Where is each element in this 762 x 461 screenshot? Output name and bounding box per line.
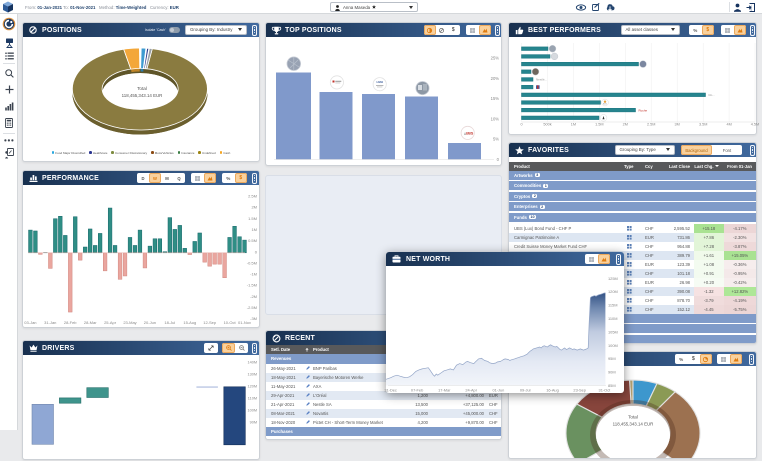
svg-text:90M: 90M [608, 370, 616, 375]
svg-text:100M: 100M [608, 343, 618, 348]
svg-text:105M: 105M [608, 329, 618, 334]
svg-text:2.5M: 2.5M [248, 194, 257, 199]
svg-text:23-May: 23-May [123, 320, 136, 325]
svg-text:2M: 2M [251, 205, 257, 210]
svg-text:2M: 2M [623, 123, 628, 127]
svg-text:23-Sep: 23-Sep [573, 388, 586, 393]
svg-text:18-Jul: 18-Jul [164, 320, 175, 325]
svg-text:-2.5M: -2.5M [247, 305, 257, 310]
svg-text:95M: 95M [608, 356, 616, 361]
svg-text:20-Jun: 20-Jun [144, 320, 156, 325]
svg-text:1M: 1M [251, 227, 257, 232]
svg-text:1.5M: 1.5M [595, 123, 603, 127]
svg-text:31-Oct: 31-Oct [599, 388, 612, 393]
svg-text:500k: 500k [543, 123, 551, 127]
svg-text:Roche: Roche [639, 108, 648, 112]
svg-text:130M: 130M [248, 373, 258, 377]
svg-text:01-Nov: 01-Nov [238, 320, 251, 325]
svg-text:10-Oct: 10-Oct [224, 320, 237, 325]
svg-text:0: 0 [255, 249, 258, 254]
svg-text:09-Jul: 09-Jul [520, 388, 531, 393]
svg-text:17-Mar: 17-Mar [438, 388, 451, 393]
svg-text:15-Aug: 15-Aug [183, 320, 196, 325]
svg-text:16-Aug: 16-Aug [546, 388, 559, 393]
svg-text:2.5M: 2.5M [647, 123, 655, 127]
svg-text:0.5M: 0.5M [248, 238, 257, 243]
svg-text:120M: 120M [608, 289, 618, 294]
svg-text:25%: 25% [491, 56, 500, 61]
svg-text:100M: 100M [248, 409, 258, 413]
svg-text:5%: 5% [493, 137, 499, 142]
svg-text:25-Apr: 25-Apr [104, 320, 117, 325]
svg-text:28-Feb: 28-Feb [64, 320, 77, 325]
svg-text:31-Dec: 31-Dec [384, 388, 397, 393]
svg-text:15%: 15% [491, 96, 500, 101]
svg-text:LMH: LMH [376, 80, 383, 84]
svg-text:-3M: -3M [250, 316, 257, 321]
svg-text:4M: 4M [726, 123, 731, 127]
svg-text:UBS: UBS [466, 132, 474, 136]
svg-text:10%: 10% [491, 116, 500, 121]
svg-text:0: 0 [497, 157, 500, 162]
svg-text:118,455,343.14 EUR: 118,455,343.14 EUR [613, 422, 654, 427]
svg-text:24-Apr: 24-Apr [465, 388, 477, 393]
svg-text:125M: 125M [608, 276, 618, 281]
svg-text:0: 0 [520, 123, 522, 127]
svg-text:110M: 110M [608, 316, 617, 321]
svg-text:03-Jan: 03-Jan [24, 320, 36, 325]
svg-text:90M: 90M [250, 421, 257, 425]
svg-text:-2M: -2M [250, 294, 257, 299]
svg-text:Total: Total [628, 415, 638, 420]
svg-text:-1.5M: -1.5M [247, 283, 257, 288]
svg-text:12-Sep: 12-Sep [203, 320, 217, 325]
svg-text:110M: 110M [248, 397, 257, 401]
svg-text:1M: 1M [571, 123, 576, 127]
svg-text:01-Jun: 01-Jun [492, 388, 504, 393]
svg-text:28-Mar: 28-Mar [84, 320, 97, 325]
svg-text:115M: 115M [608, 303, 617, 308]
svg-text:3M: 3M [675, 123, 680, 127]
svg-text:120M: 120M [248, 385, 258, 389]
svg-text:3.5M: 3.5M [699, 123, 707, 127]
svg-text:20%: 20% [491, 76, 500, 81]
svg-text:-1M: -1M [250, 272, 257, 277]
svg-text:140M: 140M [248, 361, 258, 365]
svg-text:-0.5M: -0.5M [247, 260, 257, 265]
svg-text:Ro...: Ro... [709, 93, 716, 97]
svg-text:Nestlé...: Nestlé... [536, 78, 547, 82]
svg-text:31-Jan: 31-Jan [44, 320, 56, 325]
svg-text:4.5M: 4.5M [751, 123, 759, 127]
svg-text:1.5M: 1.5M [248, 216, 257, 221]
svg-text:07-Feb: 07-Feb [411, 388, 423, 393]
